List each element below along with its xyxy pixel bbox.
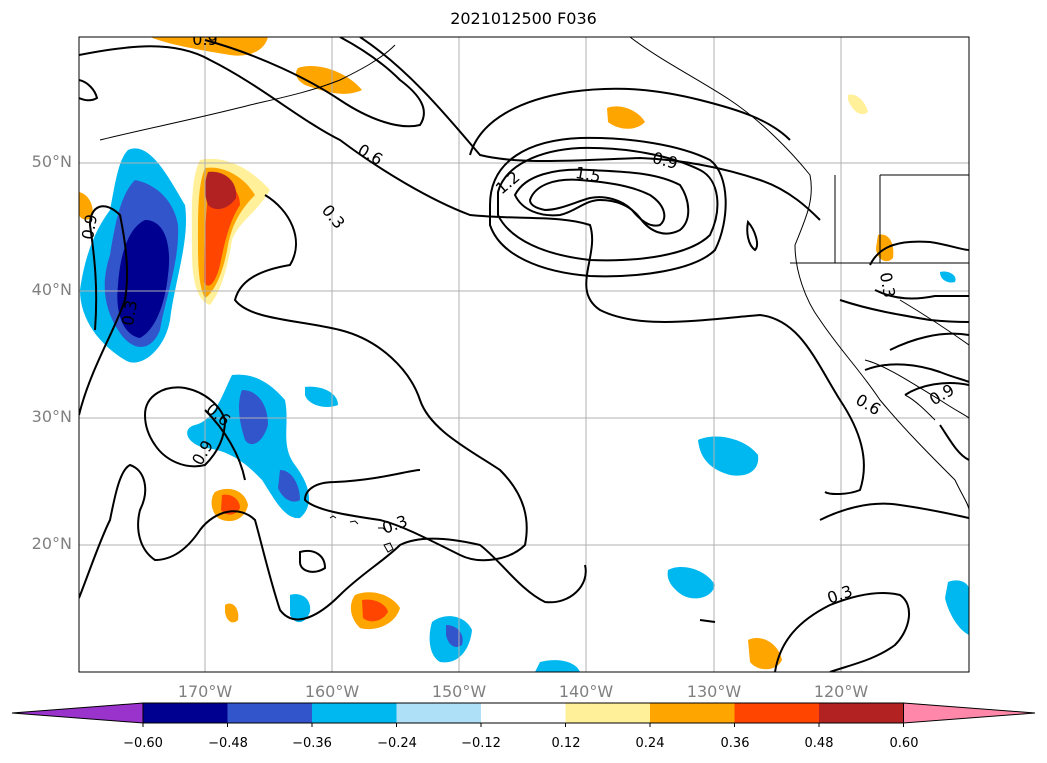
map-frame bbox=[78, 36, 970, 673]
islands bbox=[329, 515, 394, 553]
colorbar-tick-label: −0.48 bbox=[208, 736, 248, 751]
colorbar-segment bbox=[143, 703, 228, 723]
lat-label-30n: 30°N bbox=[31, 407, 72, 426]
colorbar-tick-label: −0.60 bbox=[123, 736, 163, 751]
contour-label: 0.3 bbox=[876, 271, 899, 299]
contour-label: 0.6 bbox=[354, 140, 386, 169]
contour-lines bbox=[79, 37, 969, 672]
positive-anomaly-170w bbox=[191, 158, 270, 305]
grid-lines bbox=[79, 37, 969, 672]
colorbar-segment bbox=[819, 703, 904, 723]
negative-anomaly-30n bbox=[187, 374, 338, 519]
contour-label: 0.9 bbox=[192, 30, 217, 49]
colorbar-segment bbox=[481, 703, 566, 723]
lat-label-50n: 50°N bbox=[31, 152, 72, 171]
colorbar-tick-label: 0.60 bbox=[889, 736, 919, 751]
colorbar-tick-label: 0.24 bbox=[635, 736, 665, 751]
colorbar-tick-label: 0.12 bbox=[551, 736, 581, 751]
colorbar-tick-label: −0.36 bbox=[292, 736, 332, 751]
contour-label: 0.3 bbox=[318, 201, 349, 233]
contour-label: 0.6 bbox=[852, 390, 884, 419]
colorbar-tick-label: −0.12 bbox=[461, 736, 501, 751]
contour-label: 0.3 bbox=[825, 581, 855, 608]
lon-label-160w: 160°W bbox=[304, 682, 360, 701]
contour-label: 0.3 bbox=[118, 299, 141, 327]
lon-label-120w: 120°W bbox=[813, 682, 869, 701]
coastline bbox=[99, 37, 969, 511]
lon-label-140w: 140°W bbox=[558, 682, 614, 701]
colorbar-segment bbox=[312, 703, 397, 723]
lat-label-20n: 20°N bbox=[31, 534, 72, 553]
contour-labels: 0.9 0.6 0.3 1.2 1.5 0.9 0.9 0.3 0.6 0.9 … bbox=[78, 30, 958, 608]
colorbar-segment bbox=[650, 703, 735, 723]
colorbar-extend-min bbox=[11, 702, 144, 724]
map-title: 2021012500 F036 bbox=[450, 9, 597, 28]
contour-label: 1.5 bbox=[574, 163, 602, 186]
colorbar-segment bbox=[734, 703, 820, 723]
contour-label: 0.9 bbox=[78, 213, 101, 241]
lat-label-40n: 40°N bbox=[31, 280, 72, 299]
lon-label-130w: 130°W bbox=[686, 682, 742, 701]
colorbar bbox=[11, 702, 1036, 727]
colorbar-segment bbox=[227, 703, 313, 723]
colorbar-frame bbox=[142, 702, 904, 724]
contour-label: 0.3 bbox=[380, 511, 410, 538]
colorbar-tick-label: −0.24 bbox=[377, 736, 417, 751]
colorbar-extend-max bbox=[903, 702, 1036, 724]
positive-anomaly-small bbox=[79, 37, 894, 670]
colorbar-segment bbox=[396, 703, 482, 723]
colorbar-segment bbox=[565, 703, 651, 723]
negative-anomaly-small bbox=[290, 271, 969, 672]
colorbar-tick-label: 0.48 bbox=[804, 736, 834, 751]
lon-label-170w: 170°W bbox=[177, 682, 233, 701]
contour-label: 0.9 bbox=[650, 148, 680, 173]
contour-label: 1.2 bbox=[492, 167, 524, 198]
lon-label-150w: 150°W bbox=[431, 682, 487, 701]
colorbar-tick-label: 0.36 bbox=[720, 736, 750, 751]
negative-anomaly-west bbox=[80, 148, 187, 363]
